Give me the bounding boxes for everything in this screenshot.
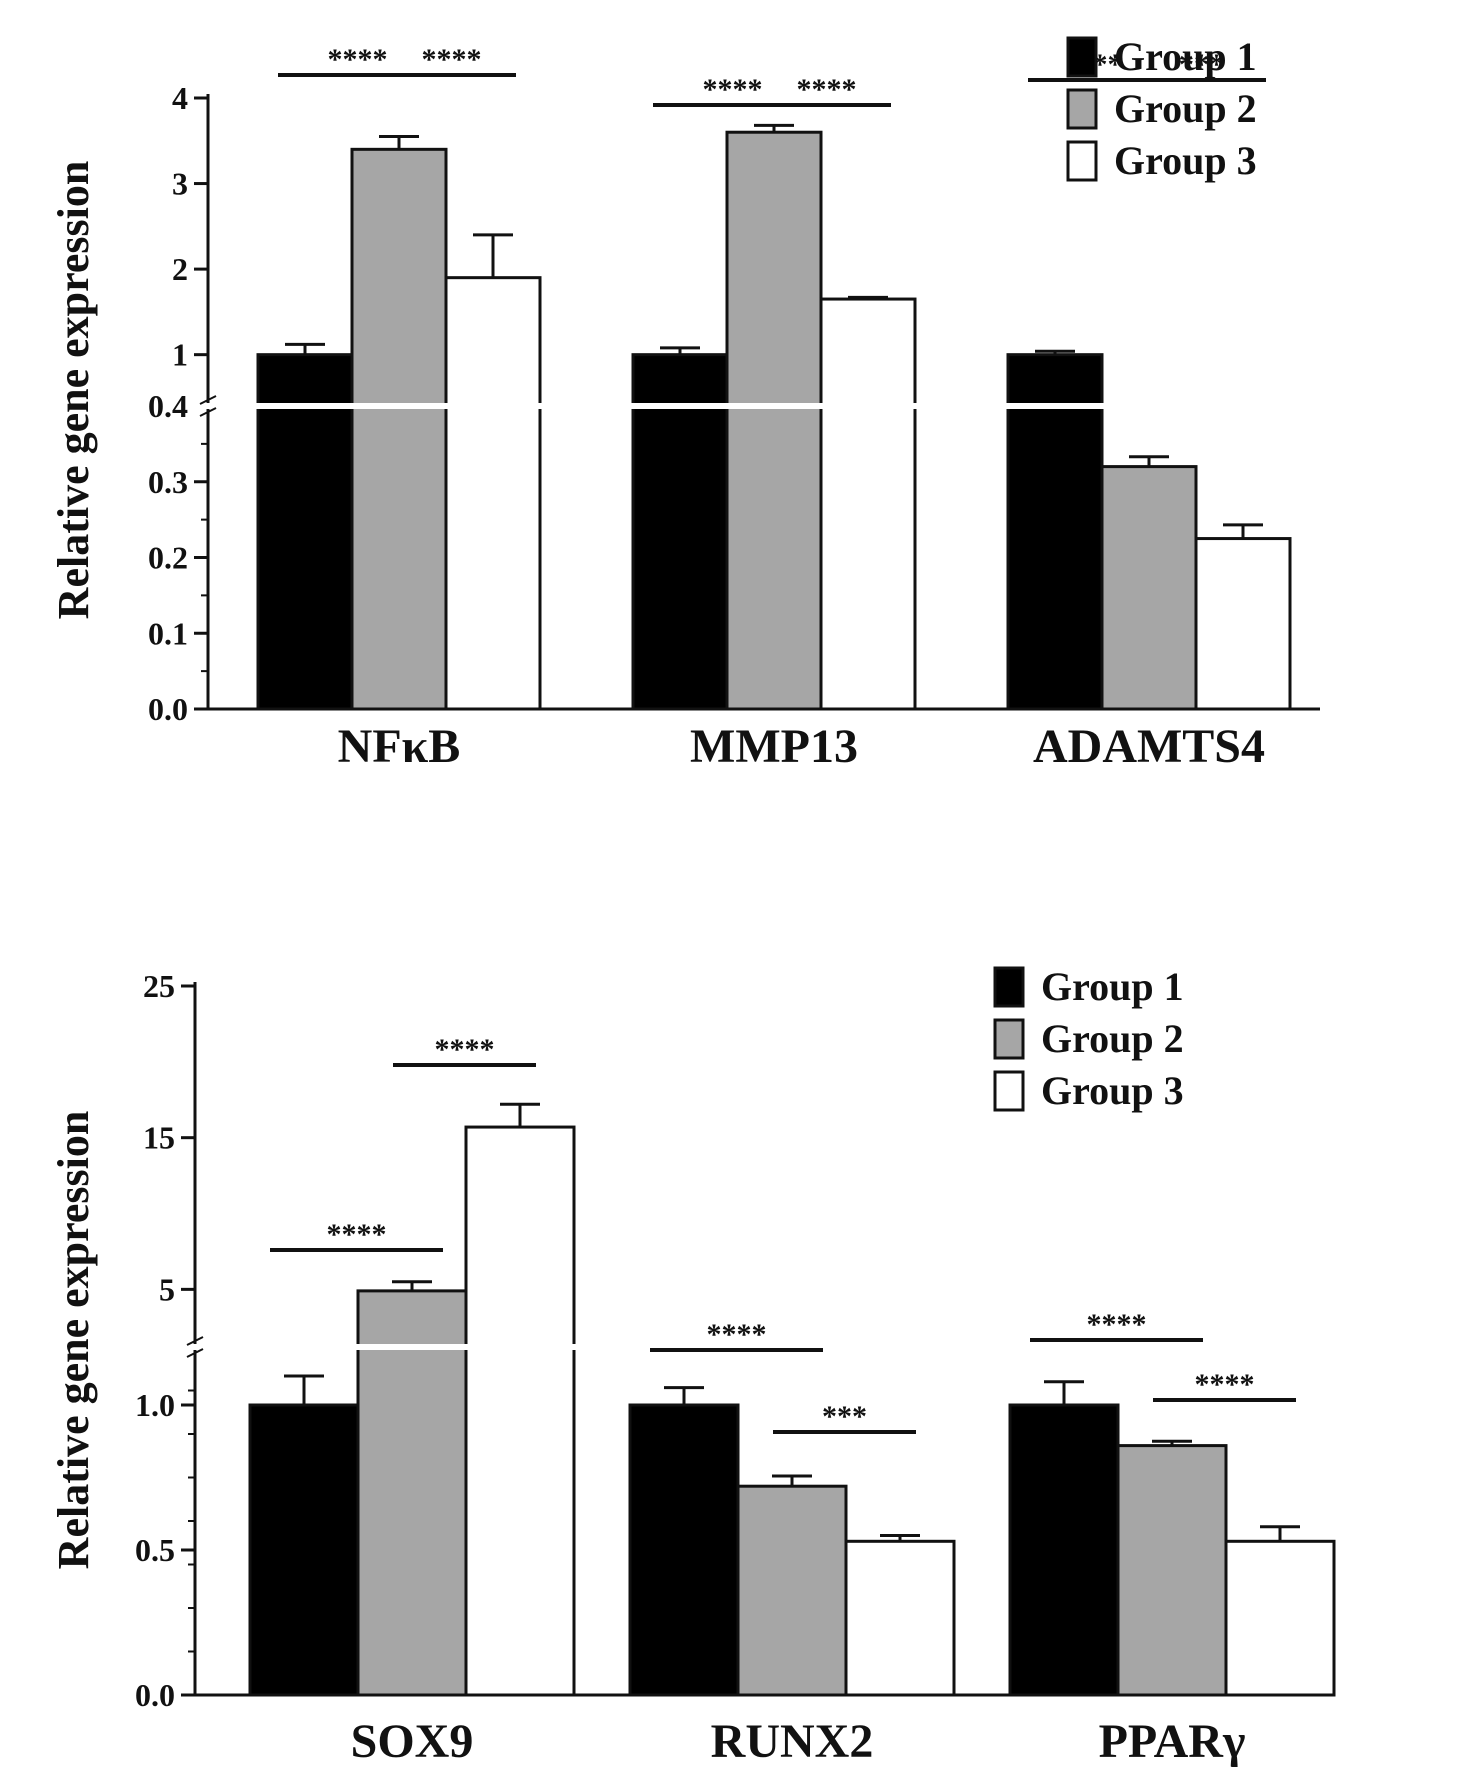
bar — [1100, 465, 1198, 711]
y-tick-label: 5 — [159, 1271, 175, 1307]
significance-label: **** — [422, 43, 482, 76]
axis-break — [175, 1344, 1295, 1350]
legend-swatch — [993, 1018, 1025, 1060]
y-tick-label: 0.2 — [148, 540, 188, 576]
legend-label: Group 2 — [1041, 1016, 1184, 1061]
bar — [1006, 353, 1104, 711]
significance-label: **** — [703, 73, 763, 106]
legend-label: Group 1 — [1114, 34, 1257, 79]
y-tick-label: 0.4 — [148, 388, 188, 424]
x-category-label: SOX9 — [351, 1715, 474, 1768]
bar — [628, 1403, 740, 1697]
significance-label: **** — [327, 1218, 387, 1251]
y-tick-label: 0.5 — [135, 1532, 175, 1568]
axis-break-mark — [186, 1348, 204, 1358]
x-category-label: PPARγ — [1099, 1715, 1246, 1768]
bar — [1224, 1539, 1336, 1697]
legend-label: Group 2 — [1114, 86, 1257, 131]
significance-label: **** — [328, 43, 388, 76]
bar — [736, 1484, 848, 1697]
bar — [725, 130, 823, 711]
y-tick-label: 0.1 — [148, 615, 188, 651]
legend-swatch — [1066, 140, 1098, 182]
significance-label: **** — [435, 1033, 495, 1066]
legend-swatch — [993, 1070, 1025, 1112]
significance-label: **** — [797, 73, 857, 106]
bar — [356, 1289, 468, 1697]
significance-label: *** — [1179, 48, 1224, 81]
bar — [1008, 1403, 1120, 1697]
panel-bottom: Relative gene expression 0.0 0.5 1.0 5 15 25 S… — [49, 964, 1336, 1768]
bar — [819, 297, 917, 711]
legend-label: Group 3 — [1114, 138, 1257, 183]
significance-label: **** — [1087, 1308, 1147, 1341]
x-category-label: MMP13 — [690, 720, 858, 773]
bar — [631, 353, 729, 711]
x-category-label: RUNX2 — [711, 1715, 874, 1768]
legend-label: Group 1 — [1041, 964, 1184, 1009]
legend-swatch — [1066, 36, 1098, 78]
bar — [1116, 1444, 1228, 1697]
axis-break-mark — [186, 1336, 204, 1346]
axis-break-mark — [199, 407, 217, 417]
significance-label: **** — [1195, 1368, 1255, 1401]
axis-break-mark — [199, 395, 217, 405]
significance-label: *** — [822, 1400, 867, 1433]
bar — [256, 353, 354, 711]
y-tick-label: 4 — [172, 80, 188, 116]
y-tick-label: 1.0 — [135, 1387, 175, 1423]
y-tick-label: 15 — [143, 1120, 175, 1156]
y-axis-label: Relative gene expression — [49, 1111, 98, 1570]
y-tick-label: 2 — [172, 251, 188, 287]
legend-swatch — [993, 966, 1025, 1008]
panel-top: Relative gene expression 0.0 0.1 0.2 0.3 0.4… — [49, 34, 1320, 773]
y-tick-label: 1 — [172, 337, 188, 373]
significance-label: **** — [707, 1318, 767, 1351]
axis-break — [188, 403, 1308, 409]
legend-swatch — [1066, 88, 1098, 130]
y-axis-label: Relative gene expression — [49, 161, 98, 620]
bar — [350, 147, 448, 711]
x-category-label: NFκB — [338, 720, 461, 773]
y-tick-label: 0.0 — [148, 691, 188, 727]
bar — [248, 1403, 360, 1697]
y-tick-label: 0.3 — [148, 464, 188, 500]
bar — [464, 1125, 576, 1697]
x-category-label: ADAMTS4 — [1033, 720, 1265, 773]
y-tick-label: 25 — [143, 968, 175, 1004]
bar — [444, 276, 542, 711]
y-tick-label: 0.0 — [135, 1677, 175, 1713]
y-tick-label: 3 — [172, 166, 188, 202]
legend-label: Group 3 — [1041, 1068, 1184, 1113]
bar — [1194, 537, 1292, 711]
bar — [844, 1539, 956, 1697]
